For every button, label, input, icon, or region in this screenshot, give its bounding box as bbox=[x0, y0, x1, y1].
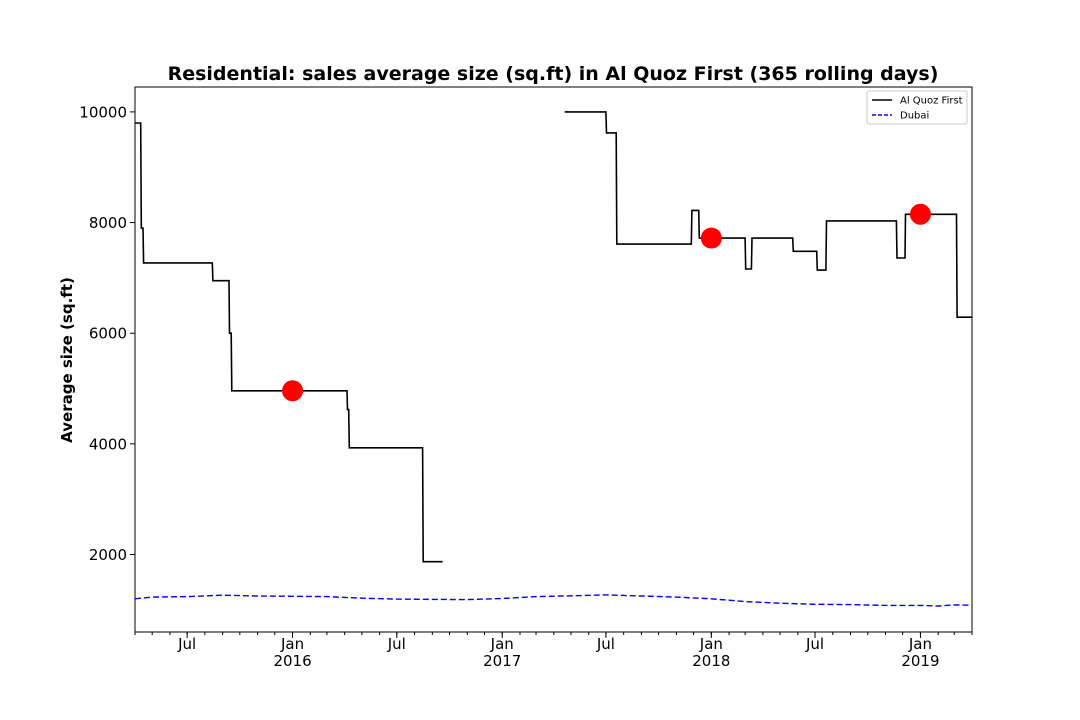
y-tick-label: 4000 bbox=[89, 435, 127, 453]
x-tick-label: Jan bbox=[280, 635, 304, 653]
x-tick-label: Jan bbox=[699, 635, 723, 653]
chart-title: Residential: sales average size (sq.ft) … bbox=[168, 63, 939, 85]
y-tick-label: 10000 bbox=[79, 103, 127, 121]
y-tick-label: 2000 bbox=[89, 546, 127, 564]
marker-layer bbox=[282, 203, 931, 402]
x-tick-label: Jul bbox=[596, 635, 615, 653]
series-line-dubai bbox=[134, 594, 973, 607]
x-tick-year-label: 2018 bbox=[692, 652, 730, 670]
x-tick-label: Jul bbox=[387, 635, 406, 653]
series-line-al-quoz-first bbox=[135, 122, 443, 563]
y-tick-label: 8000 bbox=[89, 214, 127, 232]
legend: Al Quoz First Dubai bbox=[866, 90, 968, 125]
x-tick-label: Jul bbox=[177, 635, 196, 653]
legend-label-dubai: Dubai bbox=[900, 111, 929, 122]
y-axis: 2000 4000 6000 8000 10000 bbox=[79, 103, 135, 564]
series-line-al-quoz-first bbox=[564, 111, 972, 319]
x-tick-label: Jan bbox=[490, 635, 514, 653]
legend-label-al-quoz-first: Al Quoz First bbox=[900, 96, 963, 107]
plot-area bbox=[134, 86, 973, 633]
x-tick-year-label: 2017 bbox=[483, 652, 521, 670]
x-tick-year-label: 2016 bbox=[273, 652, 311, 670]
x-tick-label: Jul bbox=[805, 635, 824, 653]
y-axis-label: Average size (sq.ft) bbox=[58, 277, 76, 443]
y-tick-label: 6000 bbox=[89, 325, 127, 343]
x-tick-label: Jan bbox=[908, 635, 932, 653]
highlight-marker bbox=[909, 203, 931, 225]
highlight-marker bbox=[700, 227, 722, 249]
series-layer bbox=[134, 111, 973, 607]
x-tick-year-label: 2019 bbox=[901, 652, 939, 670]
highlight-marker bbox=[282, 380, 304, 402]
